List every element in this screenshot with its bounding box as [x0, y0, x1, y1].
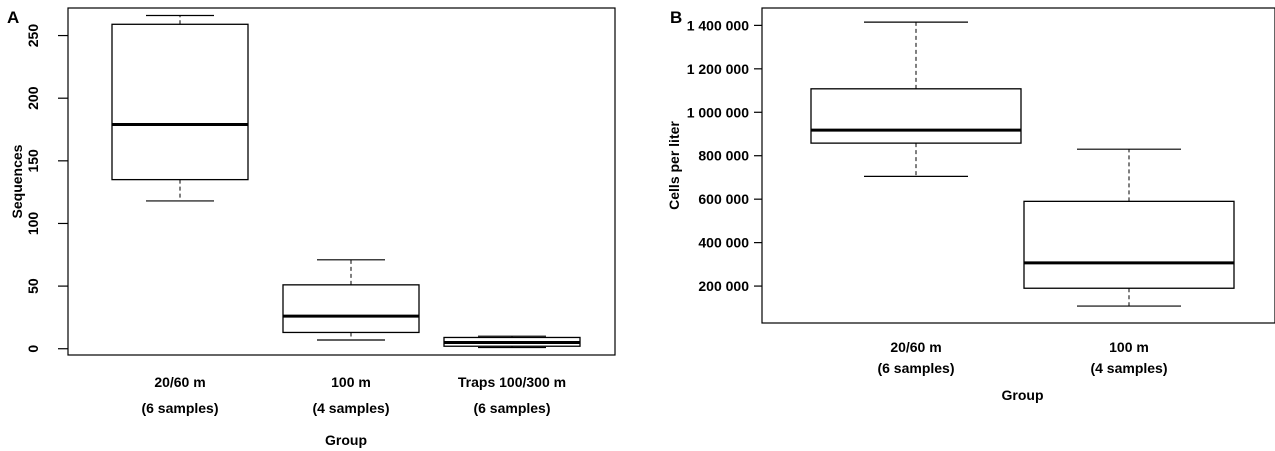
box-iqr [282, 284, 420, 334]
x-category-sublabel: (4 samples) [1090, 360, 1167, 376]
y-tick-label: 250 [25, 24, 41, 48]
x-category-label: 100 m [1109, 339, 1149, 355]
plot-frame [67, 7, 616, 356]
y-tick-label: 1 000 000 [687, 104, 749, 120]
box-iqr [111, 23, 249, 181]
y-tick-label: 0 [25, 345, 41, 353]
panel-a-chart: A 0 50 100 150 200 250 Sequences 20/60 m (6 sampl… [7, 7, 616, 448]
y-tick-label: 200 000 [698, 278, 749, 294]
box-iqr [1023, 200, 1235, 289]
y-tick-label: 400 000 [698, 235, 749, 251]
panel-label: A [7, 8, 19, 27]
x-axis-title: Group [325, 432, 367, 448]
y-axis-title: Cells per liter [666, 121, 682, 210]
x-category-label: Traps 100/300 m [458, 374, 566, 390]
box-iqr [810, 88, 1022, 144]
x-category-label: 20/60 m [890, 339, 941, 355]
y-axis-title: Sequences [9, 144, 25, 218]
x-category-sublabel: (4 samples) [312, 400, 389, 416]
y-tick-label: 1 200 000 [687, 61, 749, 77]
y-tick-label: 50 [25, 278, 41, 294]
y-tick-label: 600 000 [698, 191, 749, 207]
y-tick-label: 200 [25, 86, 41, 110]
x-category-label: 100 m [331, 374, 371, 390]
y-tick-label: 800 000 [698, 148, 749, 164]
x-category-label: 20/60 m [154, 374, 205, 390]
x-axis-title: Group [1002, 387, 1044, 403]
plot-frame [761, 7, 1275, 324]
y-tick-label: 1 400 000 [687, 17, 749, 33]
x-category-sublabel: (6 samples) [473, 400, 550, 416]
x-category-sublabel: (6 samples) [877, 360, 954, 376]
y-tick-label: 100 [25, 212, 41, 236]
panel-label: B [670, 8, 682, 27]
x-category-sublabel: (6 samples) [141, 400, 218, 416]
y-tick-label: 150 [25, 149, 41, 173]
panel-b-chart: B 200 000 400 000 600 000 800 000 1 000 000 1 … [666, 7, 1275, 403]
